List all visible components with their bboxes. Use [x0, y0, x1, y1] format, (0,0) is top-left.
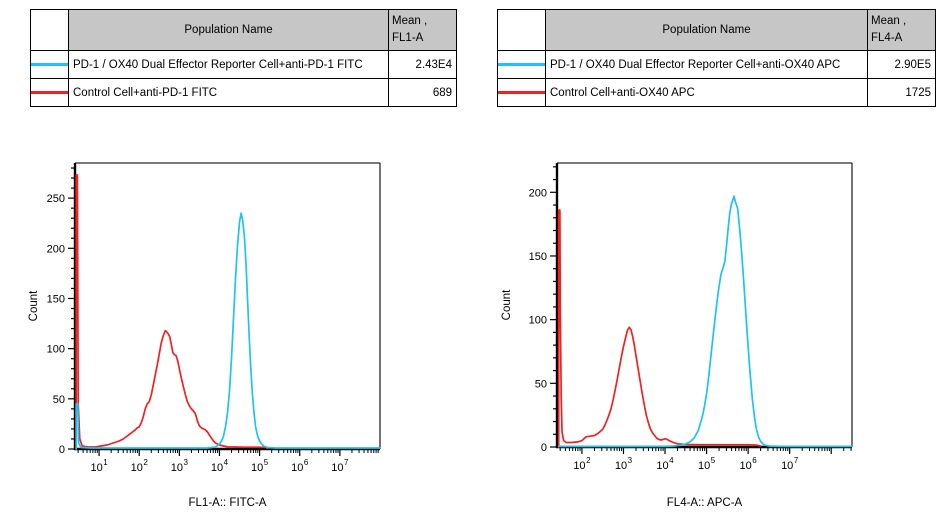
- control-color-swatch: [31, 91, 68, 94]
- series-curve: [75, 212, 381, 450]
- series-curve: [557, 209, 762, 448]
- population-name-cell: PD-1 / OX40 Dual Effector Reporter Cell+…: [68, 50, 389, 79]
- table-row[interactable]: Control Cell+anti-PD-1 FITC 689: [30, 78, 457, 107]
- table-row[interactable]: PD-1 / OX40 Dual Effector Reporter Cell+…: [30, 50, 457, 79]
- reporter-color-swatch: [498, 63, 545, 66]
- population-name-header: Population Name: [68, 9, 389, 51]
- population-name-header: Population Name: [545, 9, 868, 51]
- x-tick-label: 106: [740, 456, 758, 472]
- series-curve: [75, 174, 269, 450]
- mean-value-cell: 1725: [867, 78, 936, 107]
- x-tick-label: 101: [90, 458, 108, 474]
- x-tick-label: 107: [331, 458, 349, 474]
- mean-header-line1: Mean ,: [871, 15, 907, 28]
- x-tick-label: 106: [291, 458, 309, 474]
- x-axis-label: FL1-A:: FITC-A: [189, 497, 267, 509]
- table-header-row: Population Name Mean , FL4-A: [497, 9, 936, 51]
- swatch-header-cell: [497, 9, 546, 51]
- x-tick-label: 102: [573, 456, 591, 472]
- x-tick-label: 102: [131, 458, 149, 474]
- fl1-histogram-chart: 0 50 100 150 200 250 101 102 103 104 105 106 107 Coun…: [28, 162, 381, 509]
- population-name-cell: PD-1 / OX40 Dual Effector Reporter Cell+…: [545, 50, 868, 79]
- x-axis-label: FL4-A:: APC-A: [667, 497, 743, 509]
- population-name-cell: Control Cell+anti-PD-1 FITC: [68, 78, 389, 107]
- mean-header-line2: FL1-A: [392, 32, 424, 44]
- population-table-fl1: Population Name Mean , FL1-A PD-1 / OX40…: [30, 9, 457, 107]
- x-tick-label: 105: [251, 458, 269, 474]
- x-tick-label: 103: [615, 456, 633, 472]
- y-tick-label: 200: [529, 187, 547, 199]
- table-row[interactable]: Control Cell+anti-OX40 APC 1725: [497, 78, 936, 107]
- x-tick-label: 103: [171, 458, 189, 474]
- y-tick-label: 0: [541, 442, 547, 454]
- x-tick-label: 104: [656, 456, 674, 472]
- mean-header: Mean , FL1-A: [388, 9, 457, 51]
- reporter-color-swatch: [31, 63, 68, 66]
- y-tick-label: 200: [47, 243, 65, 255]
- legend-swatch-cell: [30, 78, 69, 107]
- mean-header-line2: FL4-A: [871, 32, 903, 44]
- legend-swatch-cell: [497, 50, 546, 79]
- legend-swatch-cell: [30, 50, 69, 79]
- y-tick-label: 50: [535, 378, 547, 390]
- mean-value-cell: 2.43E4: [388, 50, 457, 79]
- y-tick-label: 250: [47, 193, 65, 205]
- swatch-header-cell: [30, 9, 69, 51]
- y-tick-label: 100: [529, 315, 547, 327]
- y-tick-label: 150: [47, 293, 65, 305]
- legend-swatch-cell: [497, 78, 546, 107]
- fl4-histogram-chart: 0 50 100 150 200 102 103 104 105 106 107 Count FL4-A…: [501, 162, 853, 509]
- y-tick-label: 100: [47, 344, 65, 356]
- y-tick-label: 0: [59, 444, 65, 456]
- y-tick-label: 150: [529, 251, 547, 263]
- y-axis-label: Count: [28, 290, 40, 321]
- x-tick-label: 105: [698, 456, 716, 472]
- mean-header-line1: Mean ,: [392, 15, 428, 28]
- mean-value-cell: 2.90E5: [867, 50, 936, 79]
- x-tick-label: 104: [211, 458, 229, 474]
- control-color-swatch: [498, 91, 545, 94]
- table-header-row: Population Name Mean , FL1-A: [30, 9, 457, 51]
- mean-header: Mean , FL4-A: [867, 9, 936, 51]
- y-tick-label: 50: [53, 394, 65, 406]
- series-curve: [557, 195, 853, 448]
- x-tick-label: 107: [781, 456, 799, 472]
- population-name-cell: Control Cell+anti-OX40 APC: [545, 78, 868, 107]
- y-axis-label: Count: [501, 289, 513, 320]
- population-table-fl4: Population Name Mean , FL4-A PD-1 / OX40…: [497, 9, 936, 107]
- table-row[interactable]: PD-1 / OX40 Dual Effector Reporter Cell+…: [497, 50, 936, 79]
- mean-value-cell: 689: [388, 78, 457, 107]
